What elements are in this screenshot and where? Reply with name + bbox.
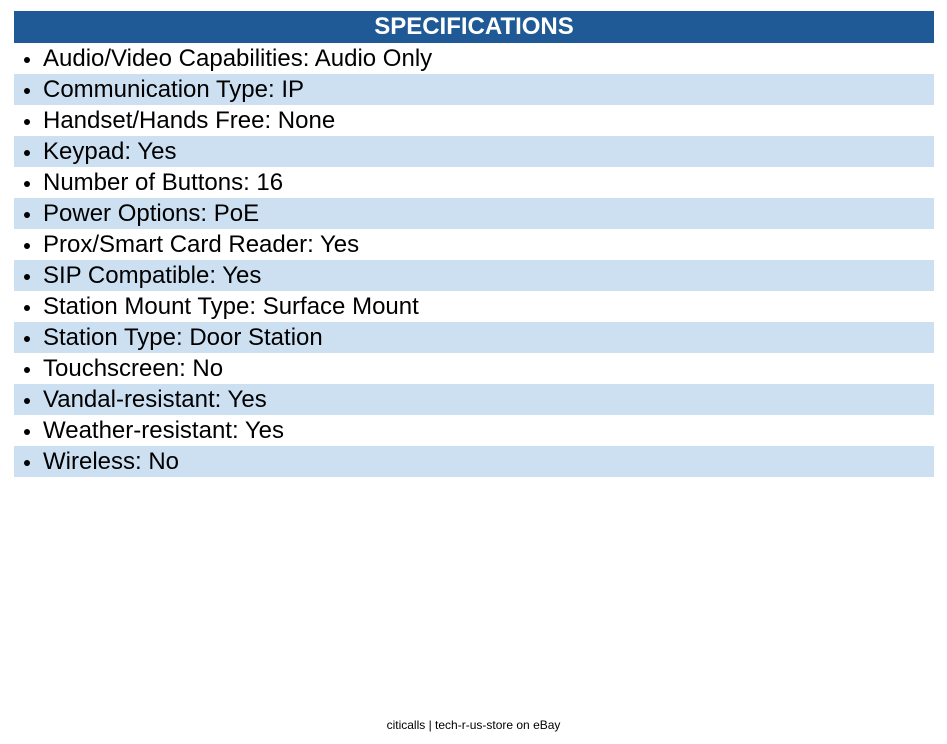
spec-row: Power Options: PoE <box>14 198 934 229</box>
spec-row: SIP Compatible: Yes <box>14 260 934 291</box>
spec-row: Prox/Smart Card Reader: Yes <box>14 229 934 260</box>
spec-row: Station Mount Type: Surface Mount <box>14 291 934 322</box>
spec-text: Touchscreen: No <box>43 355 224 382</box>
spec-sheet: SPECIFICATIONS Audio/Video Capabilities:… <box>14 11 934 477</box>
header-title: SPECIFICATIONS <box>14 11 934 43</box>
bullet <box>24 57 30 63</box>
bullet <box>24 305 30 311</box>
bullet <box>24 243 30 249</box>
bullet <box>24 88 30 94</box>
bullet <box>24 429 30 435</box>
spec-text: Prox/Smart Card Reader: Yes <box>43 231 360 258</box>
spec-text: Station Mount Type: Surface Mount <box>43 293 419 320</box>
spec-text: Communication Type: IP <box>43 76 305 103</box>
bullet <box>24 460 30 466</box>
bullet <box>24 398 30 404</box>
bullet <box>24 367 30 373</box>
spec-text: SIP Compatible: Yes <box>43 262 262 289</box>
spec-row: Keypad: Yes <box>14 136 934 167</box>
bullet <box>24 336 30 342</box>
spec-row: Weather-resistant: Yes <box>14 415 934 446</box>
spec-row: Number of Buttons: 16 <box>14 167 934 198</box>
bullet <box>24 150 30 156</box>
spec-row: Communication Type: IP <box>14 74 934 105</box>
spec-row: Audio/Video Capabilities: Audio Only <box>14 43 934 74</box>
spec-text: Vandal-resistant: Yes <box>43 386 267 413</box>
bullet <box>24 212 30 218</box>
bullet <box>24 119 30 125</box>
spec-text: Number of Buttons: 16 <box>43 169 284 196</box>
spec-text: Station Type: Door Station <box>43 324 323 351</box>
spec-row: Handset/Hands Free: None <box>14 105 934 136</box>
spec-row: Touchscreen: No <box>14 353 934 384</box>
bullet <box>24 274 30 280</box>
spec-text: Keypad: Yes <box>43 138 177 165</box>
spec-text: Wireless: No <box>43 448 180 475</box>
spec-list: Audio/Video Capabilities: Audio Only Comm… <box>14 43 934 477</box>
spec-text: Weather-resistant: Yes <box>43 417 285 444</box>
spec-row: Vandal-resistant: Yes <box>14 384 934 415</box>
spec-text: Power Options: PoE <box>43 200 260 227</box>
spec-row: Station Type: Door Station <box>14 322 934 353</box>
spec-row: Wireless: No <box>14 446 934 477</box>
bullet <box>24 181 30 187</box>
footer: citicalls | tech-r-us-store on eBay <box>386 718 561 732</box>
spec-text: Handset/Hands Free: None <box>43 107 336 134</box>
spec-text: Audio/Video Capabilities: Audio Only <box>43 45 433 72</box>
